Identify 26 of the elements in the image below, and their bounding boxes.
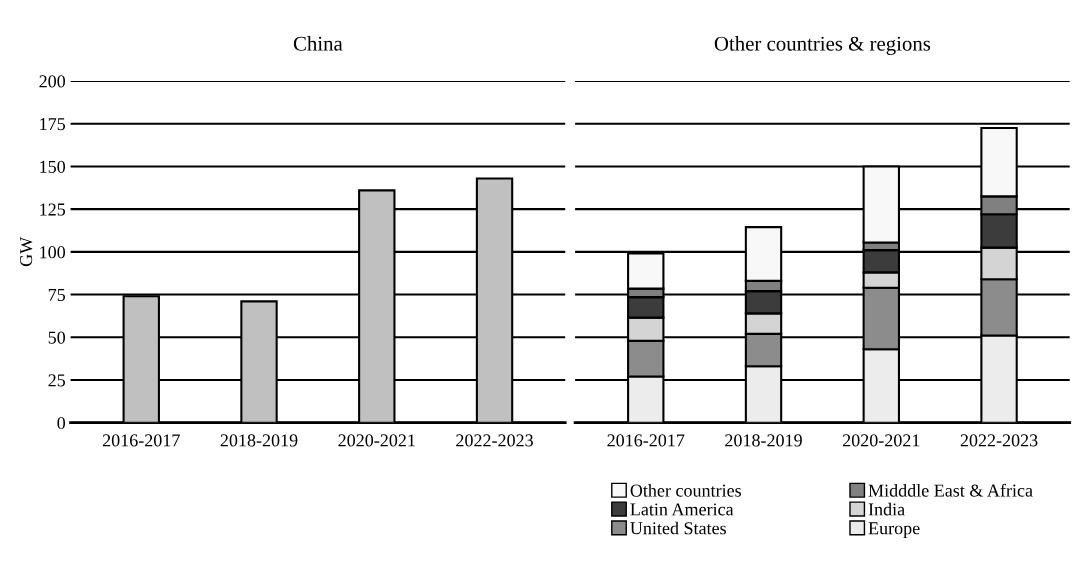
chart-title: Other countries & regions	[714, 36, 931, 55]
y-tick-label: 100	[40, 246, 66, 259]
y-tick-label: 75	[48, 289, 66, 302]
x-tick-label: 2016-2017	[607, 434, 685, 447]
y-tick-label: 25	[48, 374, 66, 387]
legend-label: India	[868, 502, 905, 516]
x-tick-label: 2022-2023	[960, 434, 1038, 447]
y-tick-label: 175	[40, 118, 66, 131]
legend-label: United States	[630, 521, 726, 535]
y-tick-label: 150	[40, 160, 66, 173]
x-tick-label: 2016-2017	[102, 434, 180, 447]
chart-title: China	[293, 36, 343, 51]
x-tick-label: 2018-2019	[220, 434, 298, 447]
x-tick-label: 2020-2021	[338, 434, 415, 447]
legend-label: Midddle East & Africa	[868, 483, 1033, 497]
x-tick-label: 2022-2023	[456, 434, 533, 447]
y-tick-label: 125	[40, 203, 66, 216]
legend-label: Europe	[868, 522, 920, 539]
x-tick-label: 2018-2019	[725, 434, 802, 447]
y-tick-label: 200	[39, 75, 66, 88]
y-tick-label: 0	[57, 416, 66, 430]
legend-label: Other countries	[630, 483, 741, 497]
y-tick-label: 50	[48, 331, 66, 344]
x-tick-label: 2020-2021	[842, 434, 920, 447]
legend-label: Latin America	[630, 503, 734, 516]
y-axis-title: GW	[20, 236, 33, 267]
